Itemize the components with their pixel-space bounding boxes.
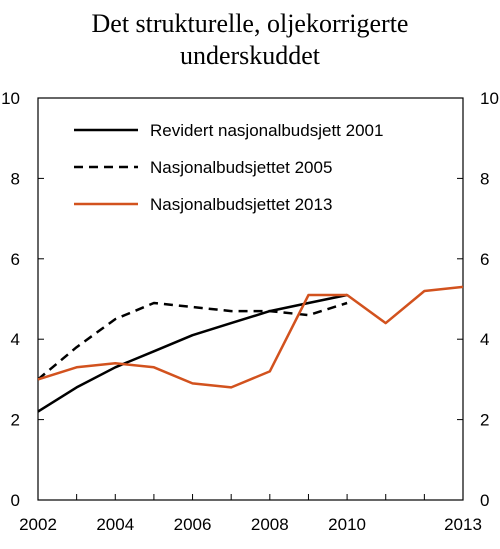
legend-label-1: Revidert nasjonalbudsjett 2001 [150, 121, 383, 140]
series-line-3 [37, 285, 464, 389]
y-tick-label-right: 4 [480, 330, 489, 349]
y-tick-label-right: 8 [480, 169, 489, 188]
y-tick-label-left: 0 [11, 491, 20, 510]
chart-title: Det strukturelle, oljekorrigerte undersk… [0, 8, 500, 72]
x-tick-label: 2013 [444, 515, 482, 534]
chart-title-line-2: underskuddet [179, 41, 321, 70]
x-tick-label: 2008 [251, 515, 289, 534]
y-tick-label-right: 6 [480, 250, 489, 269]
axes: 0 0 2 2 4 4 6 6 8 8 10 10 2002 2004 2006 2008 2010 2013 [1, 89, 499, 534]
y-tick-label-left: 10 [1, 89, 20, 108]
x-tick-label: 2010 [328, 515, 366, 534]
legend-label-2: Nasjonalbudsjettet 2005 [150, 158, 332, 177]
series-line-2 [37, 301, 348, 381]
y-tick-label-left: 4 [11, 330, 20, 349]
y-tick-label-left: 8 [11, 169, 20, 188]
y-tick-label-right: 2 [480, 411, 489, 430]
x-tick-label: 2004 [96, 515, 134, 534]
x-tick-label: 2006 [174, 515, 212, 534]
y-tick-label-right: 0 [480, 491, 489, 510]
legend-label-3: Nasjonalbudsjettet 2013 [150, 195, 332, 214]
series-line-1 [37, 293, 348, 413]
y-tick-label-left: 2 [11, 411, 20, 430]
legend: Revidert nasjonalbudsjett 2001 Nasjonalbu… [74, 121, 383, 214]
chart-title-line-1: Det strukturelle, oljekorrigerte [91, 9, 409, 38]
x-tick-label: 2002 [19, 515, 57, 534]
series-layer [37, 285, 464, 413]
y-tick-label-right: 10 [480, 89, 499, 108]
plot-frame [37, 97, 464, 501]
y-tick-label-left: 6 [11, 250, 20, 269]
